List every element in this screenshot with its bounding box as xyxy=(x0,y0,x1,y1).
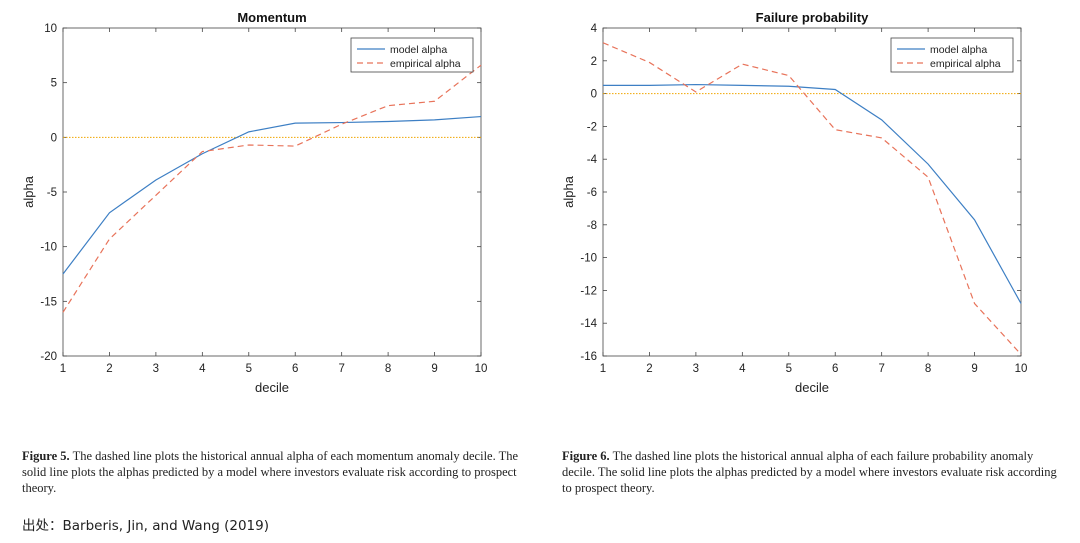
empirical-alpha-line xyxy=(62,64,482,313)
x-tick-label: 5 xyxy=(786,363,792,375)
x-axis-label: decile xyxy=(255,380,289,395)
x-tick-label: 1 xyxy=(60,363,66,375)
y-tick-label: -2 xyxy=(587,121,597,133)
x-tick-label: 4 xyxy=(199,363,206,375)
y-tick-label: -15 xyxy=(40,296,57,308)
x-tick-label: 1 xyxy=(600,363,606,375)
plot-area xyxy=(62,27,482,357)
x-tick-label: 5 xyxy=(246,363,252,375)
legend: model alpha empirical alpha xyxy=(890,37,1014,73)
x-tick-label: 10 xyxy=(475,363,488,375)
figure-6-caption: Figure 6. The dashed line plots the hist… xyxy=(562,448,1067,496)
y-tick-label: 10 xyxy=(44,23,57,35)
x-tick-label: 6 xyxy=(292,363,298,375)
y-tick-label: -6 xyxy=(587,187,597,199)
x-tick-label: 9 xyxy=(971,363,977,375)
y-axis-label: alpha xyxy=(21,175,36,208)
x-tick-label: 3 xyxy=(153,363,159,375)
figure-5-label: Figure 5. xyxy=(22,449,70,463)
figure-5-caption: Figure 5. The dashed line plots the hist… xyxy=(22,448,522,496)
momentum-chart: Momentum -20 -15 -10 -5 0 5 10 1 2 3 4 5 6 7 8 9 10 decile… xyxy=(0,0,540,410)
y-tick-label: 5 xyxy=(51,78,57,90)
x-tick-label: 3 xyxy=(693,363,699,375)
plot-area xyxy=(602,27,1022,357)
x-axis-label: decile xyxy=(795,380,829,395)
x-tick-label: 2 xyxy=(646,363,652,375)
model-alpha-line xyxy=(603,83,1022,304)
legend-label: empirical alpha xyxy=(930,58,1001,70)
x-tick-label: 6 xyxy=(832,363,838,375)
y-tick-label: -8 xyxy=(587,220,597,232)
y-tick-label: 0 xyxy=(591,89,597,101)
legend-label: model alpha xyxy=(930,44,987,56)
y-tick-label: -14 xyxy=(580,318,597,330)
figure-6-label: Figure 6. xyxy=(562,449,610,463)
x-tick-label: 4 xyxy=(739,363,746,375)
figure-6-text: The dashed line plots the historical ann… xyxy=(562,449,1057,495)
chart-title: Momentum xyxy=(237,10,306,25)
y-axis-label: alpha xyxy=(561,175,576,208)
legend: model alpha empirical alpha xyxy=(350,37,474,73)
chart-svg: Failure probability -16 -14 -12 -10 -8 -6 -4 -2 0… xyxy=(561,10,1028,395)
figure-5-text: The dashed line plots the historical ann… xyxy=(22,449,519,495)
y-tick-label: -5 xyxy=(47,187,57,199)
x-tick-label: 7 xyxy=(878,363,884,375)
legend-label: model alpha xyxy=(390,44,447,56)
source-note: 出处：Barberis, Jin, and Wang (2019) xyxy=(22,518,270,534)
y-tick-label: -20 xyxy=(40,351,57,363)
x-tick-label: 2 xyxy=(106,363,112,375)
y-tick-label: 2 xyxy=(591,56,597,68)
x-tick-label: 10 xyxy=(1015,363,1028,375)
y-tick-label: -10 xyxy=(40,242,57,254)
legend-label: empirical alpha xyxy=(390,58,461,70)
chart-svg: Momentum -20 -15 -10 -5 0 5 10 1 2 3 4 5 6 7 8 9 10 decile… xyxy=(21,10,488,395)
failure-probability-chart: Failure probability -16 -14 -12 -10 -8 -6 -4 -2 0… xyxy=(540,0,1080,410)
legend-box xyxy=(890,37,1014,73)
y-tick-label: -12 xyxy=(580,285,597,297)
y-tick-label: 4 xyxy=(591,23,598,35)
x-tick-label: 8 xyxy=(925,363,931,375)
legend-box xyxy=(350,37,474,73)
y-tick-label: 0 xyxy=(51,132,57,144)
x-tick-label: 9 xyxy=(431,363,437,375)
empirical-alpha-line xyxy=(602,42,1022,355)
y-tick-label: -4 xyxy=(587,154,598,166)
model-alpha-line xyxy=(62,115,482,275)
x-tick-label: 8 xyxy=(385,363,391,375)
chart-title: Failure probability xyxy=(756,10,869,25)
y-tick-label: -16 xyxy=(580,351,597,363)
y-tick-label: -10 xyxy=(580,253,597,265)
x-tick-label: 7 xyxy=(338,363,344,375)
